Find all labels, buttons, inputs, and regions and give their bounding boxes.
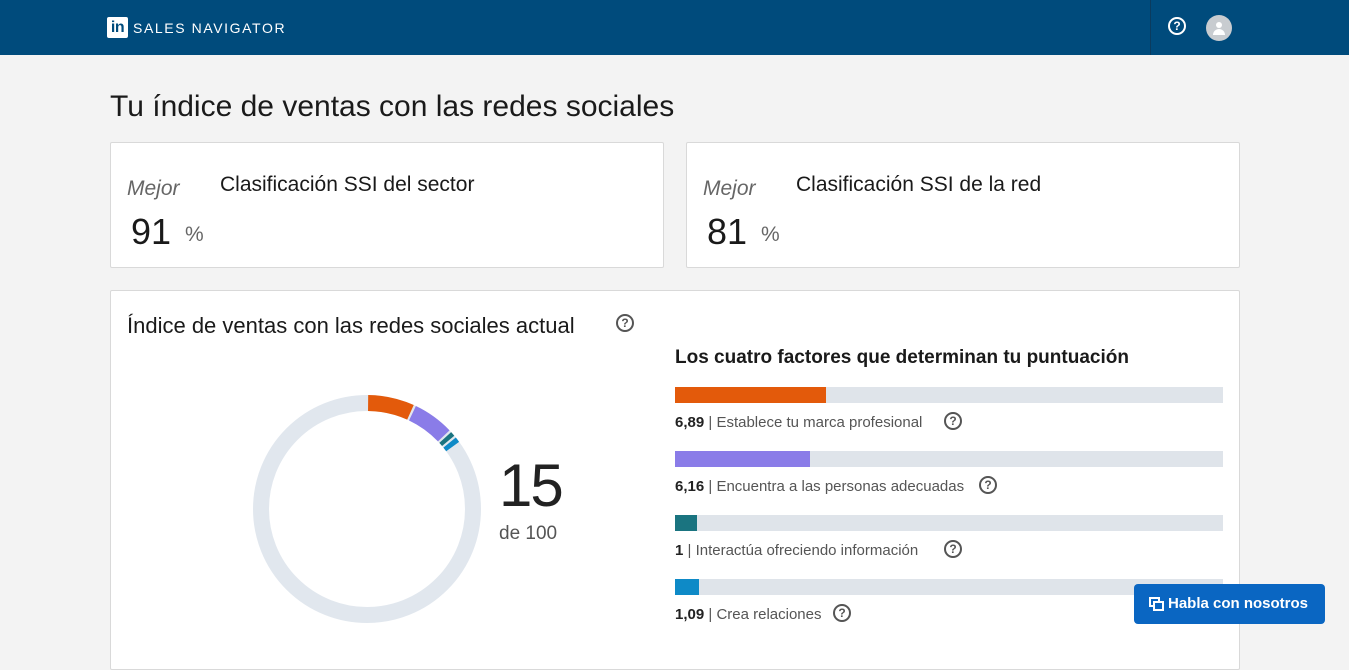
factor-brand: 6,89 | Establece tu marca profesional ? xyxy=(675,387,1223,437)
ssi-donut-chart xyxy=(253,395,481,623)
best-label: Mejor xyxy=(703,177,756,200)
factor-bar-track xyxy=(675,387,1223,403)
percent-unit: % xyxy=(185,223,204,246)
factor-bar-fill xyxy=(675,387,827,403)
factor-bar-fill xyxy=(675,579,699,595)
help-icon[interactable]: ? xyxy=(1168,17,1186,35)
factor-label: Interactúa ofreciendo información xyxy=(695,542,919,559)
network-ranking-title: Clasificación SSI de la red xyxy=(796,173,1042,196)
factor-label: Encuentra a las personas adecuadas xyxy=(716,478,965,495)
factor-score: 6,89 xyxy=(675,414,705,431)
current-ssi-card: Índice de ventas con las redes sociales … xyxy=(110,290,1240,670)
factor-label: Establece tu marca profesional xyxy=(716,414,923,431)
factor-bar-fill xyxy=(675,515,697,531)
nav-divider xyxy=(1150,0,1151,55)
factor-insights: 1 | Interactúa ofreciendo información ? xyxy=(675,515,1223,565)
factor-score: 1,09 xyxy=(675,606,705,623)
chat-bubbles-icon-back xyxy=(1153,601,1164,611)
user-avatar-icon[interactable] xyxy=(1206,15,1232,41)
donut-track xyxy=(253,395,481,623)
factors-heading: Los cuatro factores que determinan tu pu… xyxy=(675,347,1129,368)
best-label: Mejor xyxy=(127,177,180,200)
sector-ranking-card: Mejor Clasificación SSI del sector 91 % xyxy=(110,142,664,268)
factor-relationships: 1,09 | Crea relaciones ? xyxy=(675,579,1223,629)
current-ssi-title: Índice de ventas con las redes sociales … xyxy=(127,313,575,338)
ssi-score: 15 xyxy=(499,452,564,519)
top-navigation-bar: in SALES NAVIGATOR ? xyxy=(0,0,1349,55)
question-icon[interactable]: ? xyxy=(944,412,962,430)
factor-score: 6,16 xyxy=(675,478,705,495)
percent-unit: % xyxy=(761,223,780,246)
network-ranking-card: Mejor Clasificación SSI de la red 81 % xyxy=(686,142,1240,268)
factor-people: 6,16 | Encuentra a las personas adecuada… xyxy=(675,451,1223,501)
factor-text: 6,16 | Encuentra a las personas adecuada… xyxy=(675,478,965,495)
factor-bar-fill xyxy=(675,451,811,467)
donut-segment-2 xyxy=(408,406,450,442)
brand-name[interactable]: SALES NAVIGATOR xyxy=(133,20,287,36)
linkedin-logo-icon[interactable]: in xyxy=(107,17,128,38)
factor-label: Crea relaciones xyxy=(716,606,822,623)
chat-button-label: Habla con nosotros xyxy=(1168,595,1309,612)
donut-segment-1 xyxy=(367,395,414,420)
ssi-score-max: de 100 xyxy=(499,523,558,544)
donut-segment-4 xyxy=(443,437,460,452)
question-icon[interactable]: ? xyxy=(944,540,962,558)
donut-segment-3 xyxy=(439,432,455,447)
factor-text: 1 | Interactúa ofreciendo información xyxy=(675,542,919,559)
page-title: Tu índice de ventas con las redes social… xyxy=(110,90,675,123)
chat-button[interactable]: Habla con nosotros xyxy=(1134,584,1325,624)
question-icon[interactable]: ? xyxy=(979,476,997,494)
question-icon[interactable]: ? xyxy=(833,604,851,622)
factor-text: 6,89 | Establece tu marca profesional xyxy=(675,414,923,431)
factor-score: 1 xyxy=(675,542,684,559)
question-icon[interactable]: ? xyxy=(616,314,634,332)
factor-bar-track xyxy=(675,515,1223,531)
network-ranking-value: 81 xyxy=(707,211,748,252)
factor-bar-track xyxy=(675,579,1223,595)
factor-text: 1,09 | Crea relaciones xyxy=(675,606,822,623)
sector-ranking-title: Clasificación SSI del sector xyxy=(220,173,475,196)
factor-bar-track xyxy=(675,451,1223,467)
sector-ranking-value: 91 xyxy=(131,211,172,252)
